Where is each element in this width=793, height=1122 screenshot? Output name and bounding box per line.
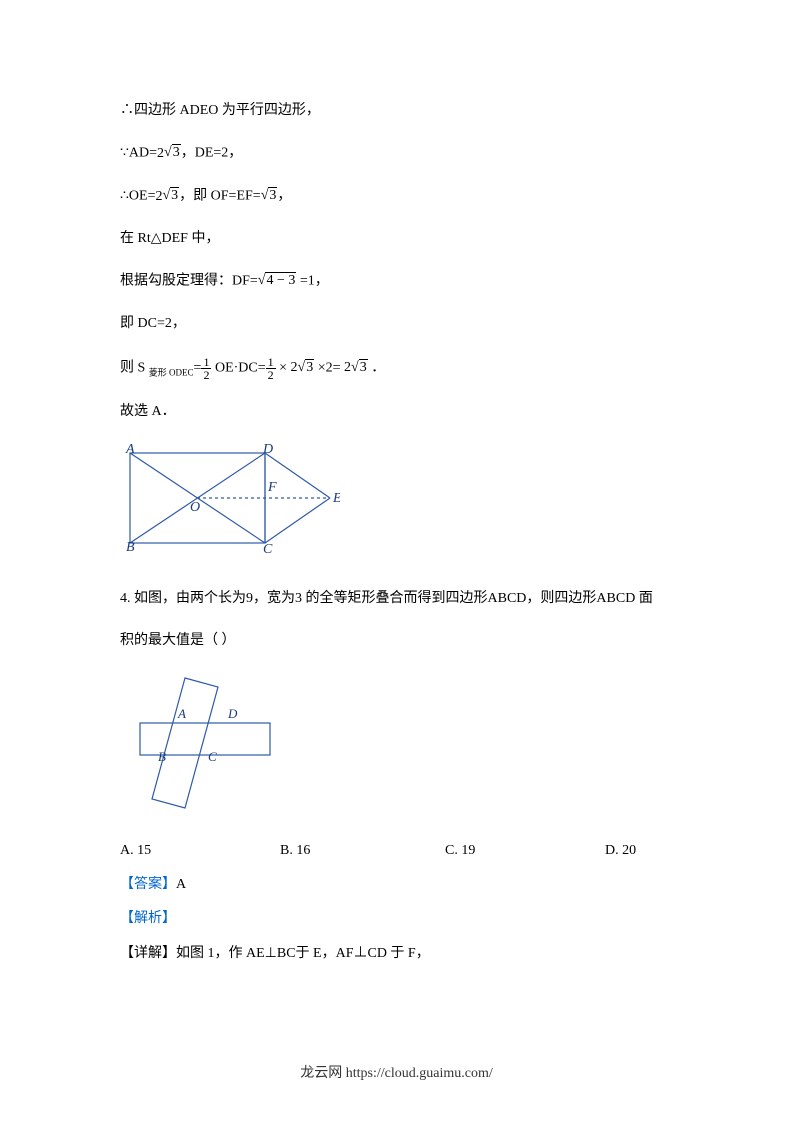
text: 面: [635, 591, 653, 606]
text: =1，: [296, 274, 328, 289]
solution-line-6: 即 DC=2，: [120, 313, 673, 335]
footer: 龙云网 https://cloud.guaimu.com/: [0, 1062, 793, 1082]
option-d: D. 20: [605, 843, 636, 859]
text: ∴OE=: [120, 189, 155, 204]
figure-overlap-rects: A D B C: [130, 673, 673, 818]
label-a: A: [125, 443, 135, 457]
math-val: √3: [261, 189, 278, 204]
num: 3: [295, 591, 302, 606]
label-c: C: [208, 749, 217, 764]
fraction: 12: [266, 356, 276, 381]
text: ，则四边形: [526, 591, 596, 606]
analysis-label: 解析: [134, 911, 162, 926]
text: 4. 如图，由两个长为: [120, 591, 246, 606]
subscript: 菱形 ODEC: [149, 367, 194, 377]
math-val: 2√3: [155, 189, 179, 204]
answer-bracket: 】: [162, 877, 176, 892]
option-c: C. 19: [445, 843, 605, 859]
text: ，: [277, 189, 291, 204]
num: 9: [246, 591, 253, 606]
solution-line-2: ∵AD=2√3，DE=2，: [120, 142, 673, 165]
quad: ABCD: [488, 591, 527, 606]
solution-line-3: ∴OE=2√3，即 OF=EF=√3，: [120, 185, 673, 208]
math-val: 2√3: [157, 146, 181, 161]
text: OE·DC=: [211, 360, 265, 375]
label-b: B: [158, 749, 166, 764]
label-f: F: [267, 480, 277, 495]
figure-parallelogram: A B C D E F O: [120, 443, 673, 558]
text: ．: [368, 360, 386, 375]
text: ×2=: [314, 360, 344, 375]
detail-line: 【详解】如图 1，作 AE⊥BC于 E，AF⊥CD 于 F，: [120, 943, 673, 965]
text: 的全等矩形叠合而得到四边形: [302, 591, 488, 606]
text: ，宽为: [253, 591, 295, 606]
solution-line-1: ∴四边形 ADEO 为平行四边形，: [120, 100, 673, 122]
solution-line-7: 则 S 菱形 ODEC=12 OE·DC=12 × 2√3 ×2= 2√3 ．: [120, 356, 673, 381]
math-val: √4 − 3: [258, 274, 297, 289]
label-o: O: [190, 500, 200, 515]
answer-value: A: [176, 877, 186, 892]
solution-line-8: 故选 A．: [120, 401, 673, 423]
option-b: B. 16: [280, 843, 445, 859]
quad: ABCD: [596, 591, 635, 606]
solution-line-5: 根据勾股定理得：DF=√4 − 3 =1，: [120, 270, 673, 293]
analysis-line: 【解析】: [120, 908, 673, 930]
text: ×: [276, 360, 291, 375]
text: 则 S: [120, 360, 149, 375]
text: =: [194, 360, 202, 375]
solution-line-4: 在 Rt△DEF 中，: [120, 228, 673, 250]
problem-4-stem-line1: 4. 如图，由两个长为9，宽为3 的全等矩形叠合而得到四边形ABCD，则四边形A…: [120, 588, 673, 610]
text: ，DE=2，: [181, 146, 243, 161]
fraction: 12: [201, 356, 211, 381]
label-d: D: [227, 706, 238, 721]
label-a: A: [177, 706, 186, 721]
answer-bracket: 【: [120, 877, 134, 892]
analysis-bracket: 】: [162, 911, 176, 926]
label-d: D: [262, 443, 273, 457]
math-val: 2√3: [344, 360, 368, 375]
label-e: E: [332, 491, 340, 506]
text: 根据勾股定理得：DF=: [120, 274, 258, 289]
math-val: 2√3: [291, 360, 315, 375]
analysis-bracket: 【: [120, 911, 134, 926]
text: ，即 OF=EF=: [179, 189, 261, 204]
option-a: A. 15: [120, 843, 280, 859]
problem-4-stem-line2: 积的最大值是（ ）: [120, 630, 673, 652]
label-b: B: [126, 540, 135, 553]
text: ∵AD=: [120, 146, 157, 161]
answer-label: 答案: [134, 877, 162, 892]
problem-4-options: A. 15 B. 16 C. 19 D. 20: [120, 843, 673, 859]
answer-line: 【答案】A: [120, 874, 673, 896]
label-c: C: [263, 542, 273, 553]
